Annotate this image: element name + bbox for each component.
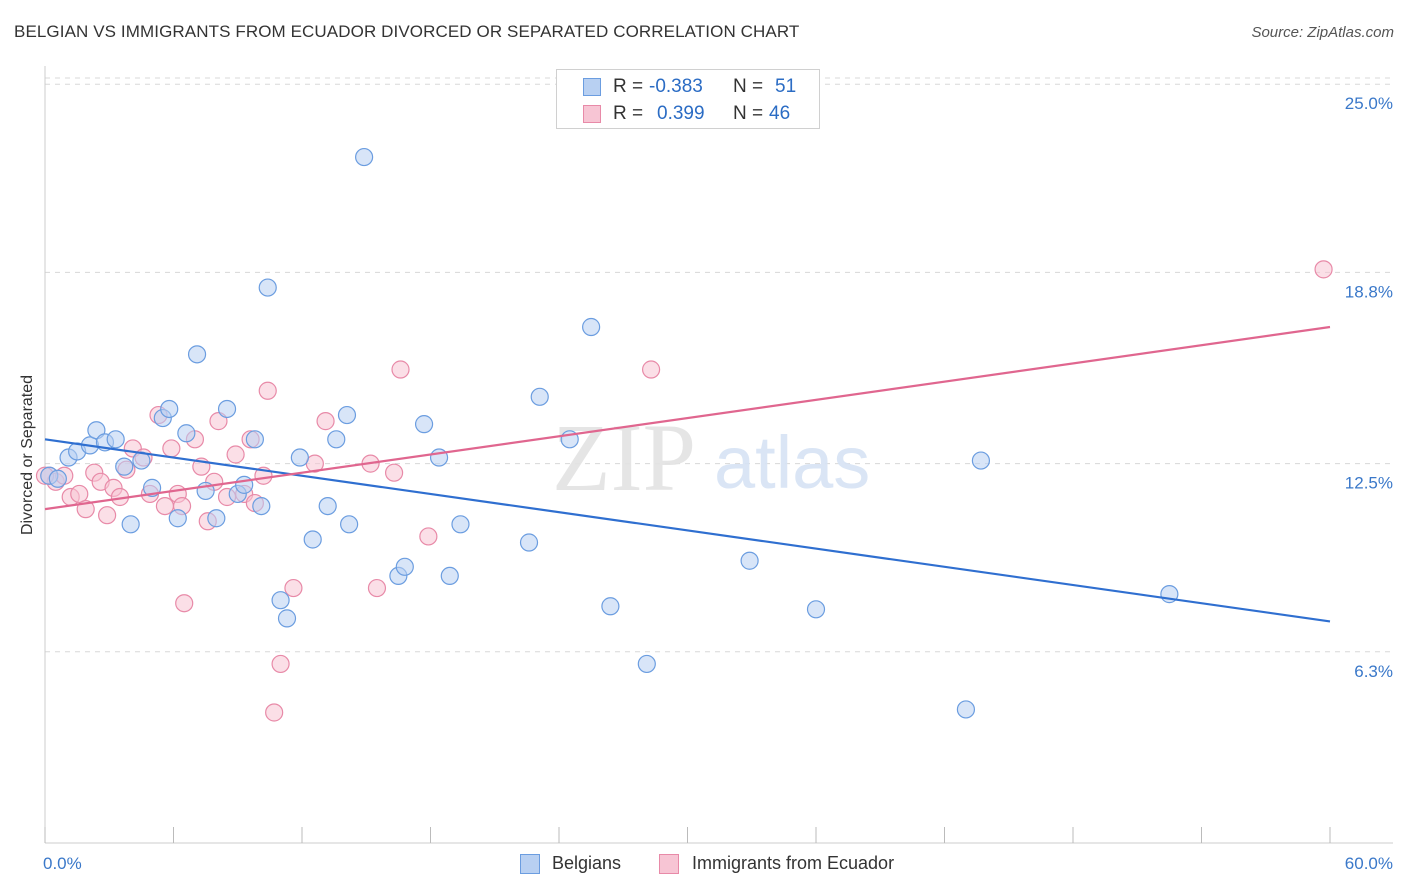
correlation-legend: R = -0.383 N = 51 R = 0.399 N = 46 [556,69,820,129]
ecuador-point-16 [155,496,175,516]
belgians-point-13 [160,399,179,419]
belgians-point-40 [519,533,539,552]
belgians-point-11 [142,478,162,497]
belgians-point-1 [48,469,67,488]
legend-row-belgians: R = -0.383 N = 51 [557,74,819,100]
ecuador-point-41 [391,360,410,379]
ecuador-point-37 [316,412,335,431]
series-belgians-points [40,147,1179,719]
belgians-point-33 [355,147,374,167]
belgians-point-15 [177,424,196,443]
belgians-point-41 [530,387,549,406]
ecuador-point-35 [284,578,303,598]
belgians-point-36 [414,415,434,434]
ecuador-point-40 [384,463,404,482]
ecuador-point-4 [70,484,89,504]
belgians-point-47 [806,600,826,619]
belgians-point-31 [337,405,357,425]
belgians-point-29 [318,496,337,516]
belgians-point-19 [217,399,237,419]
y-tick-label-1: 12.5% [1345,474,1393,493]
watermark-atlas: atlas [714,421,870,504]
belgians-point-8 [115,457,134,476]
n-label: N = [733,76,764,97]
n-label: N = [733,103,764,124]
belgians-point-46 [740,551,759,570]
belgians-point-23 [252,496,271,516]
x-tick-label-max: 60.0% [1345,854,1393,873]
belgians-point-16 [187,345,207,364]
x-tick-labels: 0.0% 60.0% [43,854,1393,873]
axes [44,66,1393,844]
ecuador-point-44 [1314,260,1333,279]
belgians-point-30 [327,430,346,449]
source-credit: Source: ZipAtlas.com [1251,24,1394,41]
ecuador-point-39 [367,578,387,598]
belgians-point-26 [277,609,297,628]
watermark-zip: ZIP [552,404,696,511]
legend-swatch-belgians [520,854,540,874]
x-tick-label-min: 0.0% [43,854,82,873]
y-tick-label-3: 25.0% [1345,94,1393,113]
legend-row-ecuador: R = 0.399 N = 46 [557,101,819,127]
belgians-point-18 [207,509,226,528]
y-tick-label-0: 6.3% [1354,662,1393,681]
ecuador-point-33 [265,703,284,722]
r-value: -0.383 [649,76,703,97]
legend-label-belgians: Belgians [552,853,622,873]
belgians-point-24 [258,278,277,297]
ecuador-point-20 [175,594,194,613]
belgians-point-21 [235,475,254,494]
watermark: ZIP atlas [552,404,870,511]
gridlines [45,77,1393,653]
belgians-point-9 [121,515,140,534]
y-tick-labels: 6.3% 12.5% 18.8% 25.0% [1345,94,1393,681]
legend-swatch-ecuador [659,854,679,874]
r-label: R = [613,103,644,124]
belgians-point-48 [956,700,976,719]
belgians-point-28 [303,530,322,549]
legend-swatch-pink [583,105,601,123]
belgians-point-14 [168,509,187,528]
trend-line-belgians [44,438,1331,623]
n-value: 46 [769,103,791,124]
ecuador-point-27 [226,445,245,464]
belgians-point-43 [582,317,601,337]
belgians-point-27 [290,448,309,467]
belgians-point-25 [271,591,290,610]
belgians-point-44 [601,597,620,616]
ecuador-point-8 [98,506,117,525]
y-tick-label-2: 18.8% [1345,282,1393,301]
belgians-point-38 [440,566,459,586]
legend-swatch-blue [583,78,601,96]
r-value: 0.399 [657,103,705,124]
belgians-point-39 [451,515,470,534]
ecuador-point-32 [258,381,277,400]
trend-line-ecuador [44,325,1331,511]
n-value: 51 [775,76,797,97]
legend-label-ecuador: Immigrants from Ecuador [692,853,895,873]
belgians-point-7 [106,430,125,449]
chart-title: BELGIAN VS IMMIGRANTS FROM ECUADOR DIVOR… [14,22,800,41]
belgians-point-35 [395,557,414,576]
ecuador-point-17 [162,439,181,458]
belgians-point-32 [340,515,359,534]
ecuador-point-43 [641,360,661,379]
trend-lines [44,325,1331,623]
belgians-point-22 [245,430,264,449]
ecuador-point-42 [419,527,438,546]
ecuador-point-34 [271,654,290,674]
series-legend: Belgians Immigrants from Ecuador [520,852,940,876]
belgians-point-49 [971,451,991,470]
r-label: R = [613,76,644,97]
belgians-point-45 [637,654,656,674]
